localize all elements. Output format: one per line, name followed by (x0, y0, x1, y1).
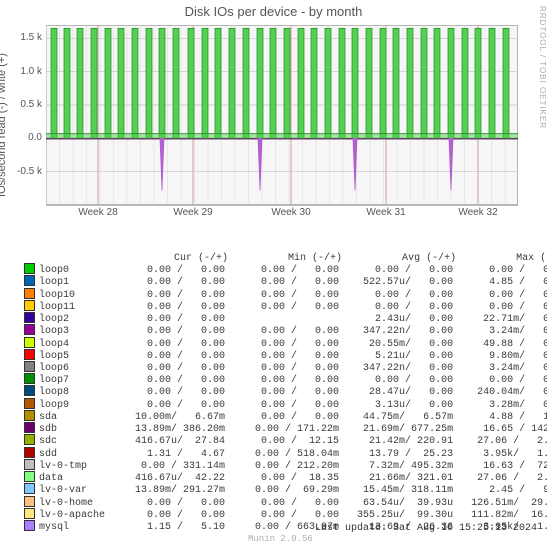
legend-swatch (24, 508, 35, 519)
legend-swatch (24, 422, 35, 433)
legend-swatch (24, 263, 35, 274)
legend-swatch (24, 459, 35, 470)
legend-swatch (24, 300, 35, 311)
legend-swatch (24, 288, 35, 299)
legend-swatch (24, 312, 35, 323)
x-tick-label: Week 32 (458, 207, 497, 218)
munin-version: Munin 2.0.56 (248, 534, 547, 544)
x-tick-label: Week 31 (366, 207, 405, 218)
y-tick-label: 1.0 k (0, 66, 42, 77)
legend-swatch (24, 447, 35, 458)
legend-swatch (24, 471, 35, 482)
legend-swatch (24, 361, 35, 372)
legend-swatch (24, 410, 35, 421)
y-tick-label: 0.5 k (0, 99, 42, 110)
legend-swatch (24, 434, 35, 445)
y-tick-label: 0.0 (0, 132, 42, 143)
y-tick-label: -0.5 k (0, 166, 42, 177)
legend-table: Cur (-/+) Min (-/+) Avg (-/+) Max (-/+) … (24, 253, 547, 534)
legend-swatch (24, 398, 35, 409)
legend-swatch (24, 520, 35, 531)
y-tick-label: 1.5 k (0, 32, 42, 43)
legend-swatch (24, 337, 35, 348)
legend-swatch (24, 385, 35, 396)
legend-swatch (24, 324, 35, 335)
plot-svg (46, 25, 518, 207)
munin-graph: Disk IOs per device - by month RRDTOOL /… (0, 0, 547, 527)
legend-swatch (24, 496, 35, 507)
legend-swatch (24, 373, 35, 384)
x-tick-label: Week 29 (173, 207, 212, 218)
legend-swatch (24, 349, 35, 360)
chart-area: IOs/second read (-) / write (+) Week 28W… (0, 25, 547, 225)
x-tick-label: Week 30 (271, 207, 310, 218)
legend-swatch (24, 483, 35, 494)
legend-swatch (24, 275, 35, 286)
chart-title: Disk IOs per device - by month (0, 0, 547, 19)
x-tick-label: Week 28 (78, 207, 117, 218)
